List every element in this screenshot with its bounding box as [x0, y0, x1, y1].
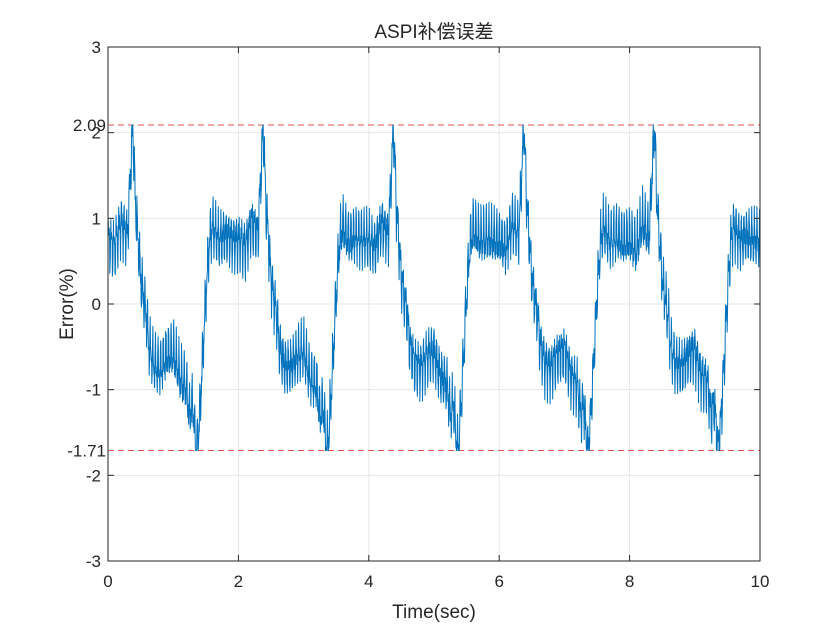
x-tick-label: 8 — [625, 572, 634, 591]
x-tick-label: 4 — [364, 572, 373, 591]
y-tick-label: -3 — [86, 552, 101, 571]
grid — [107, 46, 761, 562]
chart-title: ASPI补偿误差 — [374, 21, 493, 43]
x-tick-label: 2 — [234, 572, 243, 591]
y-tick-label: -2 — [86, 466, 101, 485]
x-axis-title: Time(sec) — [392, 602, 476, 623]
y-tick-label: 0 — [92, 295, 101, 314]
y-tick-label: 2 — [92, 124, 101, 143]
y-tick-label: -1 — [86, 381, 101, 400]
y-axis-title: Error(%) — [57, 268, 78, 340]
x-tick-label: 0 — [103, 572, 112, 591]
series-line — [107, 124, 761, 451]
reference-lines — [108, 124, 760, 451]
x-axis: 0 2 4 6 8 10 — [103, 47, 769, 591]
y-tick-label: 1 — [92, 209, 101, 228]
reference-label: 2.09 — [73, 116, 106, 135]
reference-label: -1.71 — [67, 441, 106, 460]
y-axis: -3 -2 -1 0 1 2 3 — [86, 38, 760, 571]
series-group — [107, 124, 761, 451]
y-tick-label: 3 — [92, 38, 101, 57]
x-tick-label: 6 — [494, 572, 503, 591]
x-tick-label: 10 — [751, 572, 770, 591]
reference-labels: 2.09 -1.71 — [67, 116, 106, 461]
